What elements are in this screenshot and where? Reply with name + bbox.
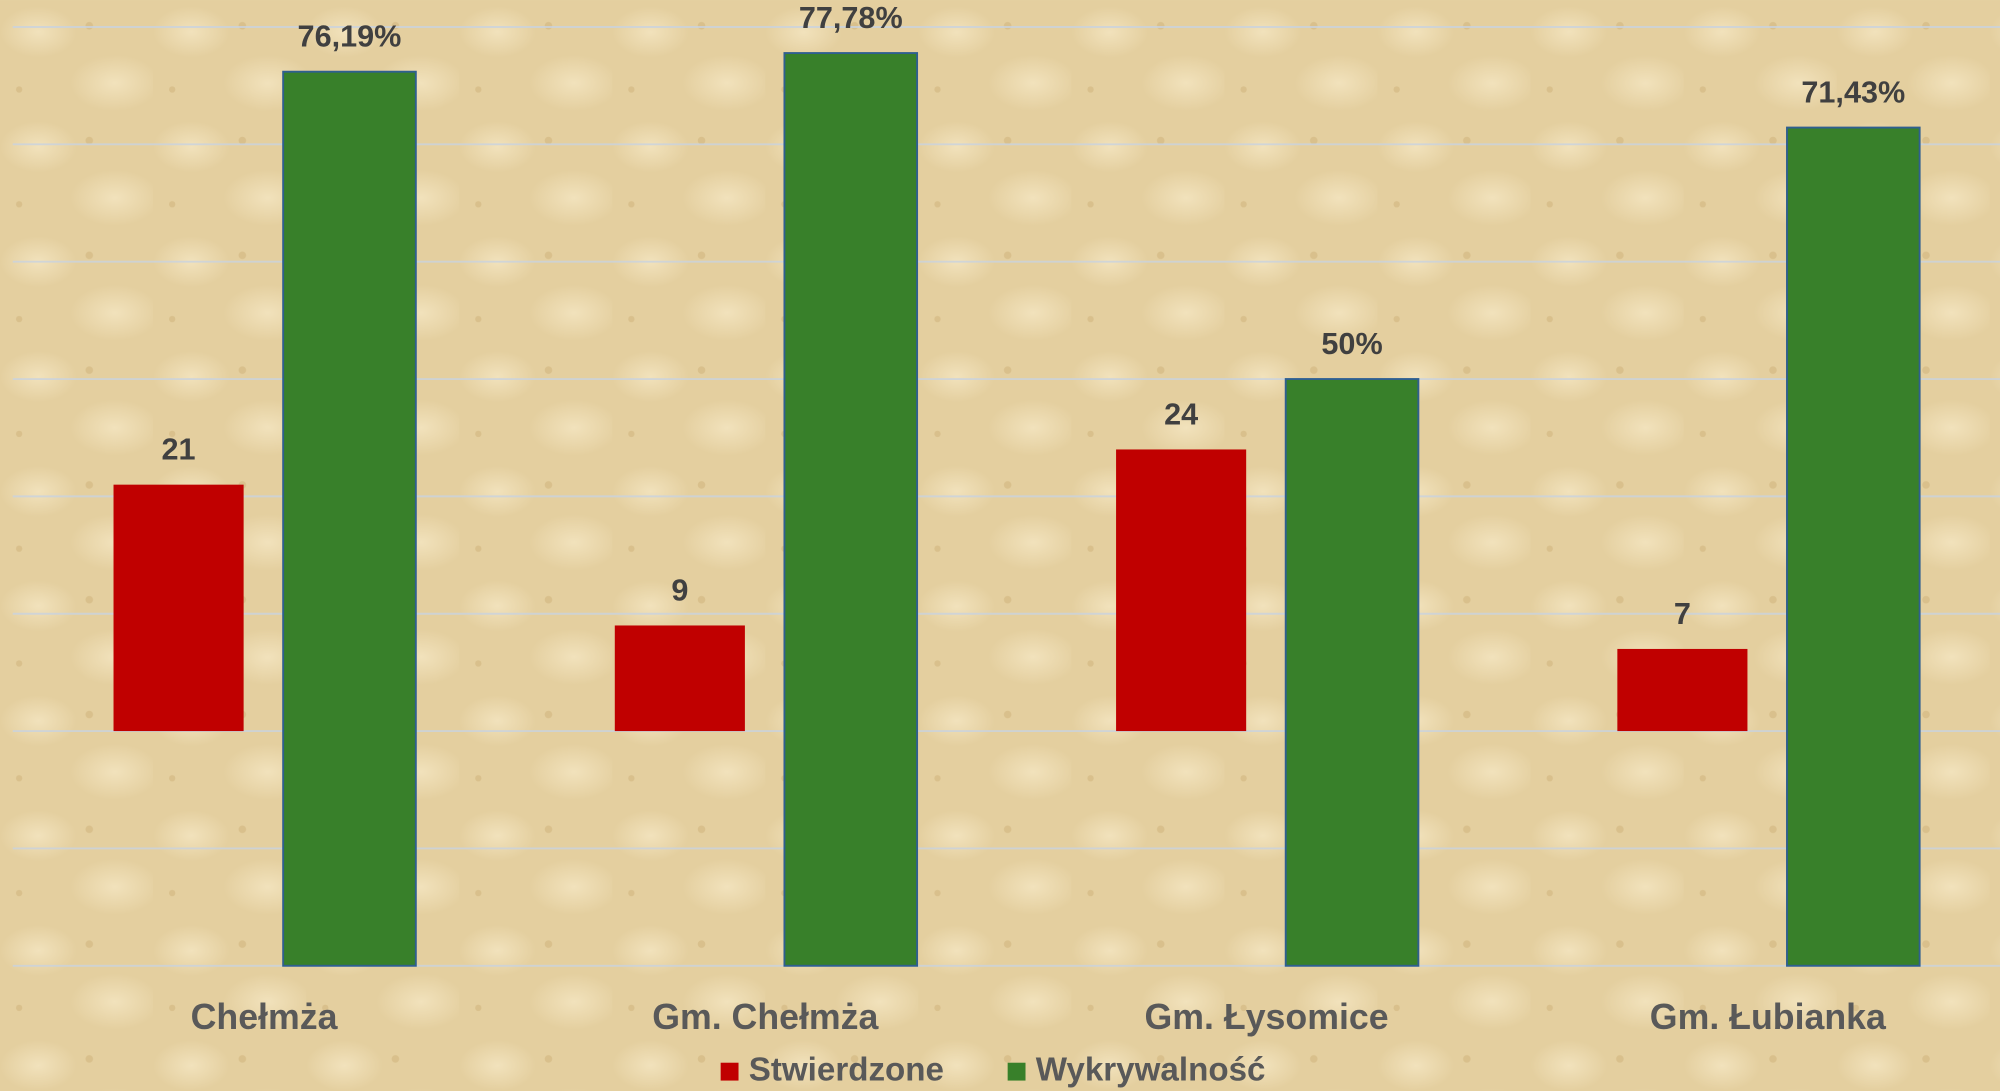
x-tick-label: Gm. Łubianka — [1650, 997, 1887, 1037]
x-tick-label: Chełmża — [191, 997, 339, 1037]
bar — [1617, 648, 1748, 732]
data-label: 7 — [1674, 597, 1691, 631]
bar — [113, 484, 244, 732]
data-label: 50% — [1321, 327, 1382, 361]
bar — [282, 70, 417, 967]
x-tick-label: Gm. Chełmża — [652, 997, 879, 1037]
data-label: 21 — [162, 433, 196, 467]
data-label: 24 — [1164, 397, 1198, 431]
bar — [614, 625, 745, 732]
data-label: 9 — [671, 573, 688, 607]
data-label: 77,78% — [799, 1, 903, 35]
data-label: 76,19% — [298, 20, 402, 54]
bar — [783, 52, 919, 967]
bar — [1786, 126, 1921, 967]
legend-swatch — [720, 1062, 739, 1081]
bar — [1284, 378, 1420, 967]
legend-label: Wykrywalność — [1036, 1051, 1266, 1088]
bar — [1116, 449, 1247, 732]
plot-area: 21 9 24 7 76,19% 77,78% 50% 71,43% Chełmża Gm. Ch… — [12, 1, 2000, 1088]
legend-swatch — [1007, 1062, 1026, 1081]
data-label: 71,43% — [1801, 76, 1905, 110]
x-tick-label: Gm. Łysomice — [1145, 997, 1389, 1037]
legend-label: Stwierdzone — [749, 1051, 944, 1088]
